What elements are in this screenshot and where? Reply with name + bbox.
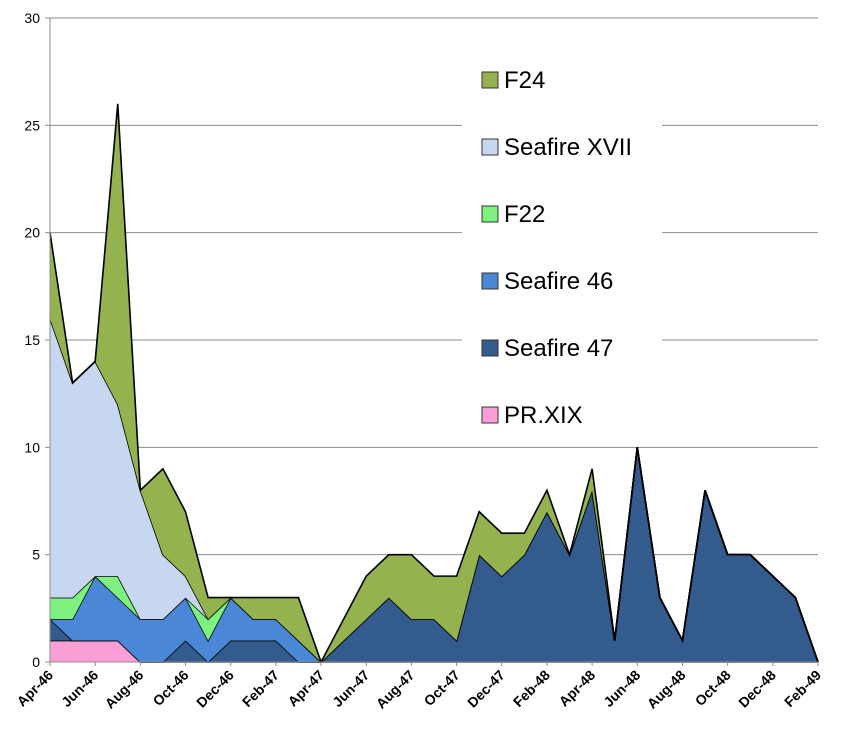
x-tick-label: Dec-47 [464,667,508,711]
x-tick-label: Feb-49 [781,667,824,710]
legend-swatch-seafire-47 [481,339,499,357]
legend: F24 Seafire XVII F22 Seafire 46 Seafire 47 PR… [462,48,662,438]
x-tick-label: Dec-48 [735,667,779,711]
x-tick-label: Jun-46 [58,667,101,710]
legend-swatch-f22 [481,205,499,223]
legend-label-pr-xix: PR.XIX [504,402,583,429]
y-tick-label: 15 [24,332,40,348]
area-series [49,103,819,664]
legend-swatch-f24 [481,71,499,89]
x-tick-label: Dec-46 [193,667,237,711]
x-tick-label: Oct-47 [421,667,463,709]
x-tick-label: Feb-48 [510,667,553,710]
gridlines [50,17,818,556]
x-tick-label: Aug-47 [373,667,418,712]
legend-label-f24: F24 [504,67,545,94]
y-tick-label: 30 [24,10,40,26]
legend-label-seafire-46: Seafire 46 [504,268,613,295]
legend-swatch-seafire-xvii [481,138,499,156]
x-tick-label: Apr-46 [13,667,56,710]
y-tick-label: 25 [24,117,40,133]
legend-swatch-pr-xix [481,406,499,424]
x-tick-label: Oct-46 [150,667,192,709]
x-tick-label: Aug-48 [644,667,689,712]
legend-label-f22: F22 [504,201,545,228]
area-seafire-47 [50,447,818,662]
legend-label-seafire-47: Seafire 47 [504,335,613,362]
x-tick-label: Oct-48 [692,667,734,709]
x-tick-label: Apr-47 [284,667,327,710]
x-tick-label: Feb-47 [239,667,282,710]
x-tick-label: Aug-46 [102,667,147,712]
legend-background [462,48,662,438]
legend-label-seafire-xvii: Seafire XVII [504,134,632,161]
y-tick-label: 10 [24,439,40,455]
x-tick-label: Jun-47 [329,667,372,710]
x-tick-label: Apr-48 [556,667,599,710]
x-tick-label: Jun-48 [600,667,643,710]
y-tick-label: 5 [32,547,40,563]
y-tick-label: 0 [32,654,40,670]
y-tick-label: 20 [24,225,40,241]
area-pr-xix [50,640,818,662]
legend-swatch-seafire-46 [481,272,499,290]
area-edge-f24 [49,103,819,664]
